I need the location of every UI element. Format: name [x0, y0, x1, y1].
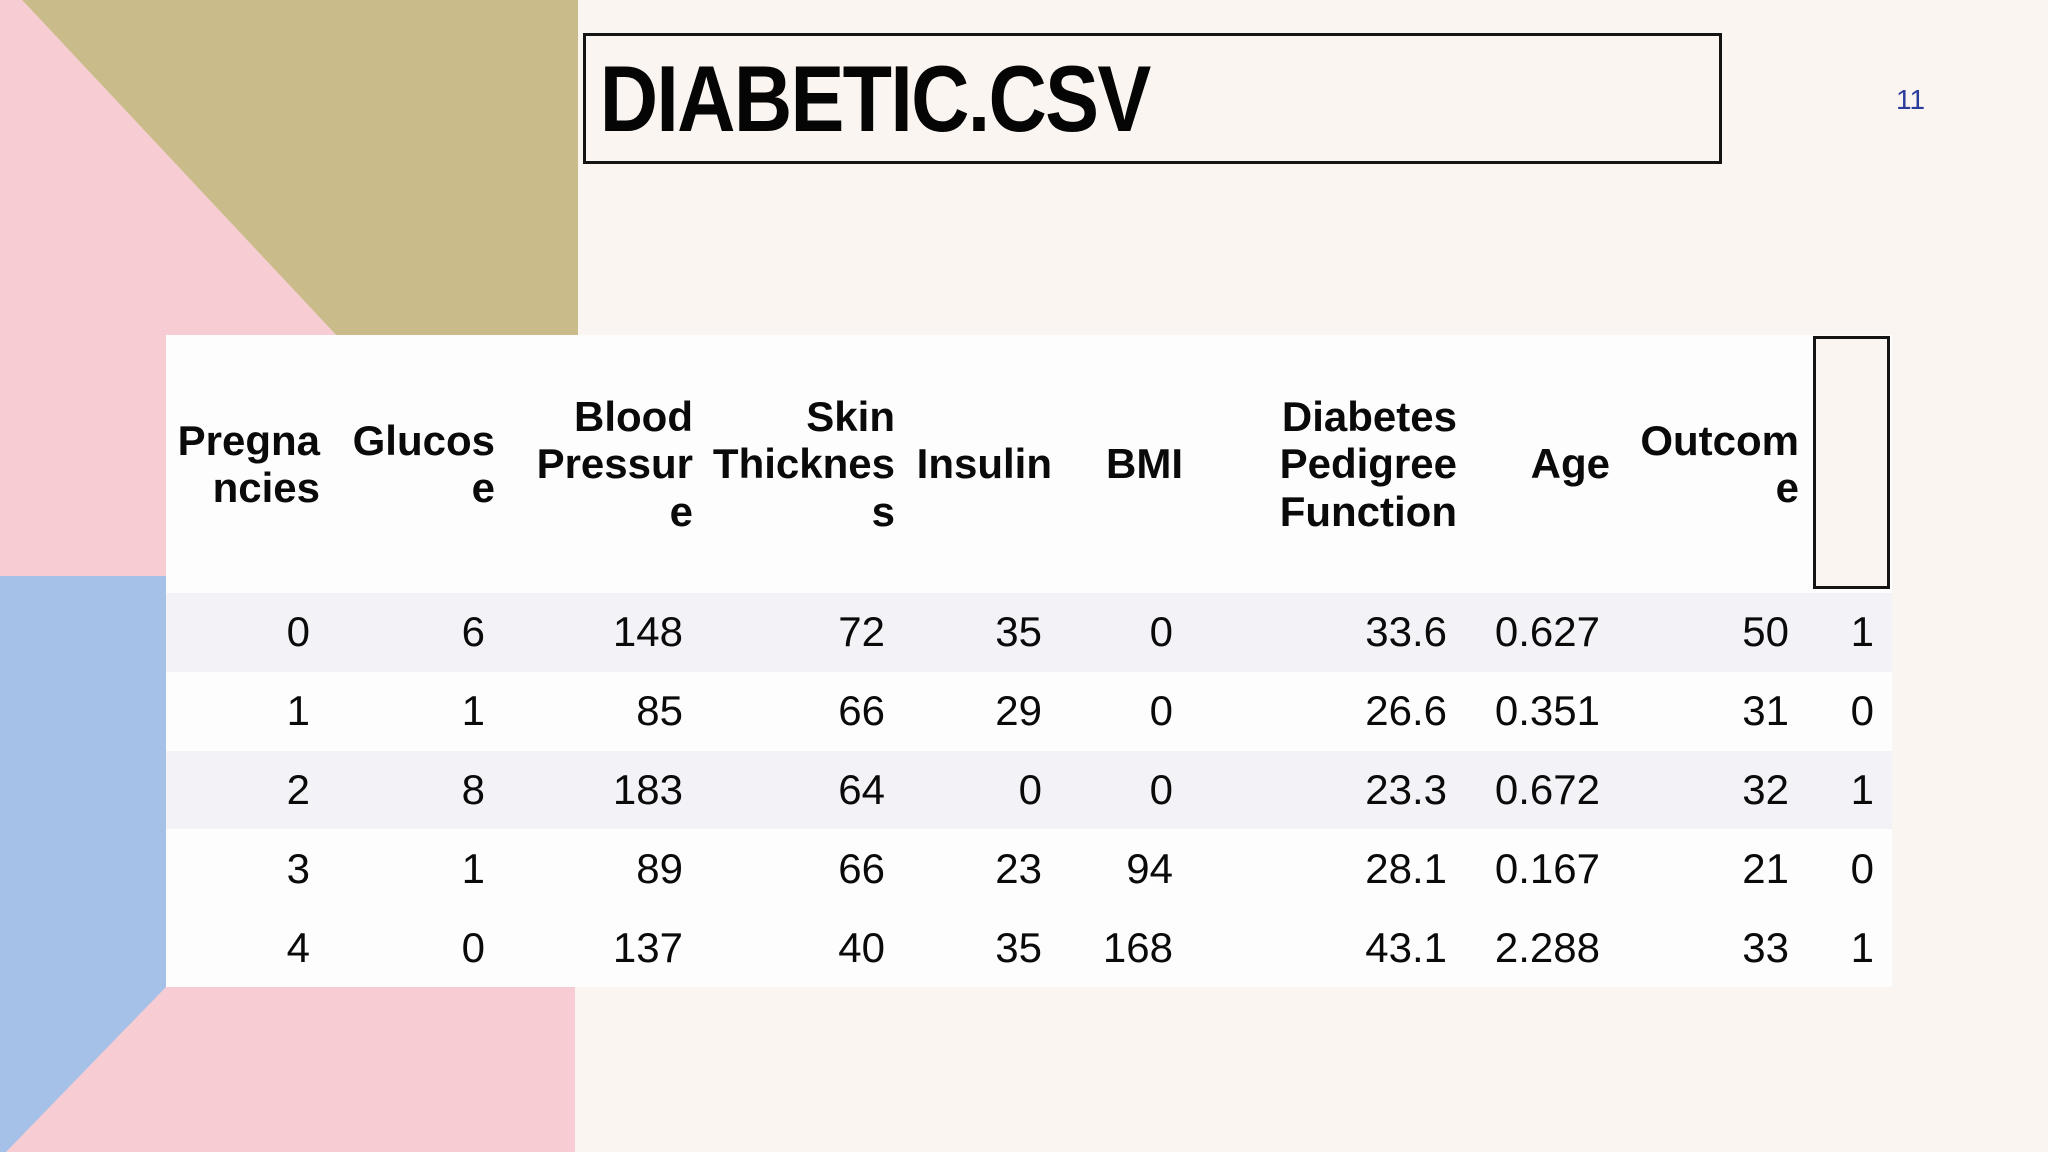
column-header-bmi: BMI — [1106, 440, 1183, 488]
table-cell: 21 — [1742, 844, 1789, 892]
table-cell: 4 — [286, 923, 310, 971]
annotation-box — [1813, 336, 1890, 589]
column-header-diabetes-pedigree-function: Diabetes Pedigree Function — [1279, 393, 1457, 535]
table-cell: 23.3 — [1365, 765, 1447, 813]
column-header-age: Age — [1530, 440, 1610, 488]
table-cell: 32 — [1742, 765, 1789, 813]
table-cell: 0.351 — [1494, 687, 1600, 735]
table-cell: 29 — [995, 687, 1042, 735]
table-row: 0 6 148 72 35 0 33.6 0.627 50 1 — [166, 593, 1892, 672]
title-box: DIABETIC.CSV — [583, 33, 1722, 164]
table-cell: 89 — [636, 844, 683, 892]
khaki-corner-shape — [22, 0, 578, 335]
table-cell: 0.627 — [1494, 608, 1600, 656]
pink-top-left-shape — [0, 0, 336, 576]
table-cell: 0 — [286, 608, 310, 656]
table-cell: 28.1 — [1365, 844, 1447, 892]
column-header-blood-pressure: Blood Pressur e — [536, 393, 693, 535]
table-row: 4 0 137 40 35 168 43.1 2.288 33 1 — [166, 908, 1892, 987]
table-cell: 33.6 — [1365, 608, 1447, 656]
data-table-container: Pregna ncies Glucos e Blood Pressur e Sk… — [166, 335, 1892, 987]
column-header-pregnancies: Pregna ncies — [177, 416, 320, 511]
slide-title: DIABETIC.CSV — [599, 45, 1152, 151]
table-cell: 50 — [1742, 608, 1789, 656]
table-cell: 183 — [612, 765, 683, 813]
table-cell: 33 — [1742, 923, 1789, 971]
table-cell: 0 — [1850, 844, 1874, 892]
table-cell: 148 — [612, 608, 683, 656]
table-cell: 2.288 — [1494, 923, 1600, 971]
blue-left-shape — [0, 576, 166, 1152]
table-row: 1 1 85 66 29 0 26.6 0.351 31 0 — [166, 672, 1892, 751]
table-cell: 1 — [1850, 765, 1874, 813]
table-cell: 6 — [461, 608, 485, 656]
table-cell: 2 — [286, 765, 310, 813]
column-header-outcome: Outcom e — [1640, 416, 1799, 511]
table-cell: 64 — [838, 765, 885, 813]
table-cell: 0 — [1149, 608, 1173, 656]
table-row: 3 1 89 66 23 94 28.1 0.167 21 0 — [166, 829, 1892, 908]
column-header-insulin: Insulin — [916, 440, 1052, 488]
table-cell: 35 — [995, 608, 1042, 656]
table-header-row: Pregna ncies Glucos e Blood Pressur e Sk… — [166, 335, 1892, 593]
table-cell: 1 — [461, 687, 485, 735]
column-header-glucose: Glucos e — [352, 416, 495, 511]
table-cell: 1 — [1850, 608, 1874, 656]
table-cell: 43.1 — [1365, 923, 1447, 971]
table-cell: 0 — [461, 923, 485, 971]
table-cell: 0 — [1850, 687, 1874, 735]
table-row: 2 8 183 64 0 0 23.3 0.672 32 1 — [166, 750, 1892, 830]
table-cell: 0.672 — [1494, 765, 1600, 813]
table-cell: 168 — [1102, 923, 1173, 971]
table-cell: 1 — [286, 687, 310, 735]
table-cell: 0 — [1149, 765, 1173, 813]
table-cell: 66 — [838, 844, 885, 892]
table-cell: 23 — [995, 844, 1042, 892]
table-cell: 35 — [995, 923, 1042, 971]
table-cell: 137 — [612, 923, 683, 971]
table-cell: 72 — [838, 608, 885, 656]
table-cell: 85 — [636, 687, 683, 735]
table-cell: 3 — [286, 844, 310, 892]
table-cell: 31 — [1742, 687, 1789, 735]
table-cell: 66 — [838, 687, 885, 735]
pink-bottom-left-shape — [0, 987, 575, 1152]
table-cell: 1 — [1850, 923, 1874, 971]
table-cell: 40 — [838, 923, 885, 971]
table-cell: 8 — [461, 765, 485, 813]
table-cell: 26.6 — [1365, 687, 1447, 735]
table-cell: 94 — [1126, 844, 1173, 892]
table-cell: 0.167 — [1494, 844, 1600, 892]
column-header-skin-thickness: Skin Thicknes s — [712, 393, 895, 535]
data-table: Pregna ncies Glucos e Blood Pressur e Sk… — [166, 335, 1892, 987]
page-number: 11 — [1896, 84, 1926, 115]
table-cell: 0 — [1018, 765, 1042, 813]
table-cell: 0 — [1149, 687, 1173, 735]
table-cell: 1 — [461, 844, 485, 892]
